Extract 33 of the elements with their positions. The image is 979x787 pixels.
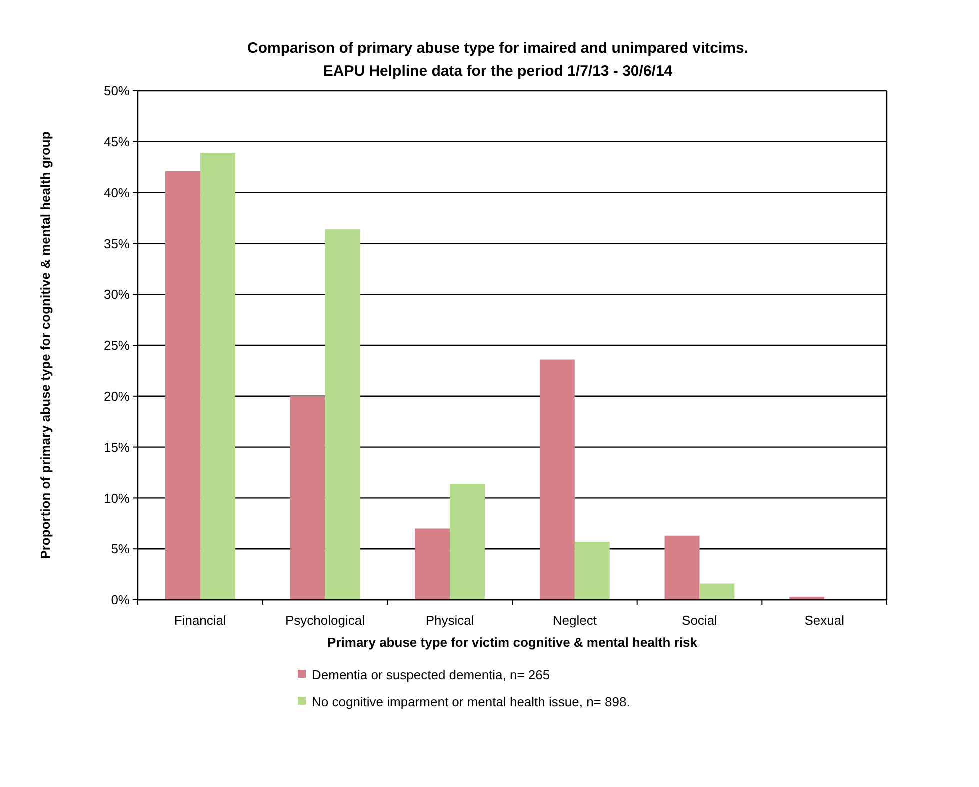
y-tick-label: 35% xyxy=(104,236,130,252)
x-tick-label: Financial xyxy=(174,613,227,628)
bar xyxy=(664,536,700,600)
legend-label: No cognitive imparment or mental health issue, n= 898. xyxy=(312,694,630,710)
y-tick-label: 45% xyxy=(104,134,130,150)
x-tick-label: Sexual xyxy=(804,613,845,628)
y-axis-title: Proportion of primary abuse type for cognitive & mental health group xyxy=(38,132,53,560)
bar xyxy=(415,528,450,600)
legend-label: Dementia or suspected dementia, n= 265 xyxy=(312,668,550,683)
y-tick-label: 0% xyxy=(111,592,130,608)
y-tick-label: 30% xyxy=(104,287,130,302)
bar xyxy=(200,153,236,600)
x-axis-title: Primary abuse type for victim cognitive & mental health risk xyxy=(328,635,698,650)
y-tick-label: 15% xyxy=(104,440,130,455)
bar xyxy=(165,171,200,600)
bar xyxy=(540,360,575,600)
chart-title: Comparison of primary abuse type for imaired and unimpared vitcims. xyxy=(248,40,748,57)
bar xyxy=(325,229,360,600)
x-tick-label: Social xyxy=(682,613,718,628)
x-tick-label: Neglect xyxy=(552,613,598,628)
bar xyxy=(290,396,326,600)
y-tick-label: 25% xyxy=(104,338,130,354)
y-tick-label: 50% xyxy=(104,84,130,99)
y-tick-label: 40% xyxy=(104,185,130,200)
bar xyxy=(450,484,486,600)
chart-subtitle: EAPU Helpline data for the period 1/7/13 - 30/6/14 xyxy=(323,63,674,80)
x-tick-label: Psychological xyxy=(286,613,366,628)
y-tick-label: 5% xyxy=(111,542,130,557)
x-tick-label: Physical xyxy=(426,613,474,628)
bar xyxy=(574,542,610,600)
y-tick-label: 20% xyxy=(104,388,130,404)
y-tick-label: 10% xyxy=(104,490,130,506)
bar xyxy=(700,584,735,600)
